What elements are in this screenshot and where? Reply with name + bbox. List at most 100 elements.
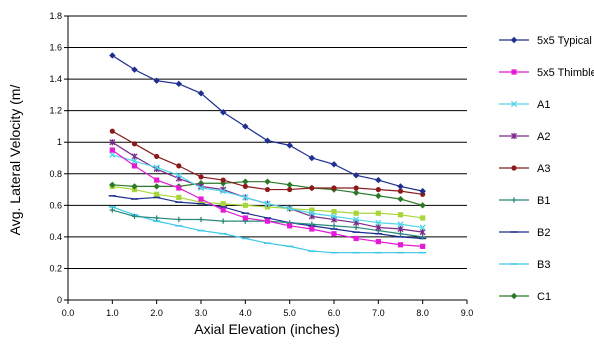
- data-point: [353, 216, 360, 223]
- legend-label: A1: [537, 99, 550, 111]
- data-point: [353, 185, 359, 191]
- legend-label: B3: [537, 259, 550, 271]
- data-point: [242, 202, 248, 208]
- legend-swatch-marker: [510, 292, 518, 300]
- y-tick-label: 1.2: [49, 106, 62, 116]
- legend-item: B3: [499, 259, 550, 271]
- data-point: [220, 177, 226, 183]
- data-point: [109, 128, 115, 134]
- series-5x5-typical: [109, 52, 426, 195]
- data-point: [131, 153, 138, 160]
- y-ticks: 0 0.2 0.4 0.6 0.8 1 1.2 1.4 1.6 1.8: [49, 11, 68, 305]
- data-point: [397, 221, 404, 228]
- legend-item: 5x5 Thimble: [499, 67, 594, 79]
- data-point: [154, 153, 160, 160]
- data-point: [397, 225, 404, 233]
- legend-item: B2: [499, 227, 550, 239]
- legend-label: A2: [537, 131, 550, 143]
- data-point: [242, 183, 248, 189]
- x-tick-label: 0.0: [62, 308, 75, 318]
- data-point: [309, 185, 315, 191]
- x-tick-label: 1.0: [106, 308, 119, 318]
- x-tick-label: 6.0: [328, 308, 341, 318]
- legend-label: B2: [537, 227, 550, 239]
- data-point: [286, 181, 293, 189]
- data-point: [308, 154, 316, 162]
- y-tick-label: 0.8: [49, 169, 62, 179]
- data-point: [264, 137, 271, 144]
- x-ticks: 0.0 1.0 2.0 3.0 4.0 5.0 6.0 7.0 8.0 9.0: [62, 300, 473, 318]
- series: [108, 52, 427, 254]
- data-point: [131, 158, 138, 165]
- data-point: [198, 216, 204, 223]
- data-point: [242, 194, 249, 201]
- legend-swatch-marker: [511, 165, 517, 171]
- legend-item: A3: [499, 163, 550, 175]
- data-point: [419, 202, 426, 209]
- data-point: [375, 192, 382, 200]
- legend-swatch-marker: [511, 69, 517, 75]
- data-point: [153, 183, 160, 190]
- data-point: [242, 215, 248, 221]
- data-point: [264, 204, 271, 210]
- data-point: [287, 223, 293, 229]
- data-point: [352, 189, 360, 196]
- data-point: [264, 200, 271, 207]
- legend-label: 5x5 Typical: [537, 35, 592, 47]
- data-point: [197, 90, 205, 97]
- series-a1: [109, 151, 426, 231]
- data-point: [176, 194, 182, 201]
- data-point: [397, 242, 404, 248]
- data-point: [287, 186, 293, 193]
- legend-item: C1: [499, 291, 551, 303]
- data-point: [397, 195, 404, 203]
- legend-swatch-marker: [510, 132, 518, 140]
- data-point: [131, 141, 138, 147]
- series-5x5-thimble: [109, 147, 426, 249]
- data-point: [131, 163, 138, 169]
- data-point: [198, 196, 204, 202]
- data-point: [309, 207, 315, 213]
- axes: [67, 16, 467, 301]
- data-point: [397, 212, 404, 218]
- data-point: [109, 207, 115, 213]
- data-point: [397, 183, 404, 190]
- data-point: [176, 163, 182, 169]
- data-point: [286, 142, 293, 149]
- legend-item: B1: [499, 195, 550, 207]
- data-point: [353, 235, 359, 242]
- y-tick-label: 1.6: [49, 43, 62, 53]
- data-point: [175, 80, 183, 88]
- data-point: [331, 209, 337, 215]
- legend-swatch-marker: [511, 197, 517, 203]
- legend-label: 5x5 Thimble: [537, 67, 594, 79]
- series-a3: [109, 128, 426, 197]
- data-point: [264, 178, 271, 185]
- data-point: [419, 229, 426, 236]
- data-point: [109, 181, 116, 189]
- legend-item: A1: [499, 99, 550, 111]
- data-point: [242, 178, 249, 185]
- data-point: [330, 161, 338, 168]
- legend-label: B1: [537, 195, 550, 207]
- y-tick-label: 1: [57, 137, 62, 147]
- data-point: [154, 215, 160, 221]
- y-axis-label: Avg. Lateral Velocity (m/: [7, 85, 23, 236]
- data-point: [397, 188, 404, 194]
- data-point: [198, 199, 204, 205]
- legend-label: A3: [537, 163, 550, 175]
- legend-swatch-marker: [510, 36, 518, 44]
- data-point: [420, 243, 426, 249]
- x-tick-label: 4.0: [239, 308, 252, 318]
- data-point: [176, 185, 182, 191]
- data-point: [220, 218, 226, 224]
- data-point: [197, 180, 205, 187]
- data-point: [154, 191, 160, 197]
- data-point: [420, 215, 426, 221]
- data-point: [352, 172, 360, 179]
- x-tick-label: 7.0: [372, 308, 385, 318]
- data-point: [375, 210, 381, 216]
- data-point: [153, 164, 160, 171]
